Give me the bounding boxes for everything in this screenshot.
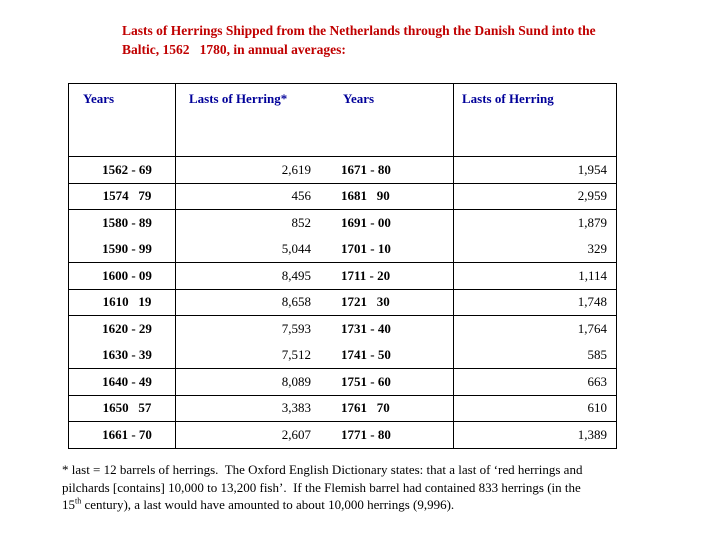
table-body: 1562 - 69 2,619 1671 - 80 1,954 1574 79 456 16…: [69, 156, 616, 448]
cell-years-left: 1562 - 69: [69, 157, 176, 183]
herring-table: Years Lasts of Herring* Years Lasts of H…: [68, 83, 617, 449]
title-line-2: Baltic, 1562 1780, in annual averages:: [122, 41, 346, 57]
footnote-line-3-rest: century), a last would have amounted to …: [81, 497, 455, 512]
table-row: 1574 79 456 1681 90 2,959: [69, 182, 616, 209]
cell-lasts-right: 1,114: [578, 267, 607, 283]
cell-years-right: 1681 90: [323, 183, 454, 209]
table-row: 1580 - 89 852 1691 - 00 1,879: [69, 209, 616, 236]
cell-lasts-right: 585: [587, 346, 608, 362]
table-row: 1600 - 09 8,495 1711 - 20 1,114: [69, 262, 616, 289]
cell-years-right: 1731 - 40: [323, 316, 454, 342]
cell-years-left: 1600 - 09: [69, 263, 176, 289]
cell-lasts-left: 7,512: [281, 346, 311, 362]
cell-years-right: 1721 30: [323, 289, 454, 315]
table-row: 1630 - 39 7,512 1741 - 50 585: [69, 341, 616, 368]
cell-lasts-right: 610: [587, 400, 608, 416]
cell-years-right: 1701 - 10: [323, 235, 454, 262]
table-row: 1650 57 3,383 1761 70 610: [69, 394, 616, 421]
table-header-row: Years Lasts of Herring* Years Lasts of H…: [69, 84, 616, 156]
cell-years-right: 1761 70: [323, 395, 454, 421]
footnote-line-3-prefix: 15: [62, 497, 75, 512]
cell-lasts-right: 1,879: [577, 214, 607, 230]
cell-lasts-left: 5,044: [281, 240, 311, 256]
cell-lasts-right: 2,959: [577, 188, 607, 204]
page-title: Lasts of Herrings Shipped from the Nethe…: [122, 22, 642, 59]
cell-years-right: 1711 - 20: [323, 263, 454, 289]
cell-years-right: 1691 - 00: [323, 210, 454, 236]
header-lasts-of-herring-right: Lasts of Herring: [462, 91, 554, 106]
footnote-line-1: * last = 12 barrels of herrings. The Oxf…: [62, 462, 583, 477]
cell-lasts-left: 8,658: [281, 294, 311, 310]
cell-lasts-left: 456: [291, 188, 312, 204]
table-row: 1610 19 8,658 1721 30 1,748: [69, 288, 616, 315]
header-years-right: Years: [323, 84, 454, 156]
cell-years-left: 1580 - 89: [69, 210, 176, 236]
cell-lasts-left: 8,089: [281, 373, 311, 389]
cell-years-left: 1650 57: [69, 395, 176, 421]
cell-years-left: 1610 19: [69, 289, 176, 315]
cell-years-right: 1751 - 60: [323, 369, 454, 395]
cell-years-left: 1661 - 70: [69, 422, 176, 448]
footnote: * last = 12 barrels of herrings. The Oxf…: [62, 461, 642, 514]
cell-years-left: 1590 - 99: [69, 235, 176, 262]
cell-years-left: 1574 79: [69, 183, 176, 209]
cell-years-right: 1741 - 50: [323, 341, 454, 368]
table-row: 1562 - 69 2,619 1671 - 80 1,954: [69, 156, 616, 183]
table-row: 1640 - 49 8,089 1751 - 60 663: [69, 368, 616, 395]
cell-lasts-right: 1,748: [577, 294, 607, 310]
header-lasts-of-herring-left: Lasts of Herring*: [189, 91, 288, 106]
cell-years-right: 1671 - 80: [323, 157, 454, 183]
table-row: 1590 - 99 5,044 1701 - 10 329: [69, 235, 616, 262]
header-years-left: Years: [69, 84, 176, 156]
footnote-ordinal-superscript: th: [75, 496, 82, 506]
cell-years-left: 1620 - 29: [69, 316, 176, 342]
cell-lasts-left: 3,383: [281, 400, 311, 416]
cell-lasts-right: 329: [587, 240, 608, 256]
cell-lasts-right: 663: [587, 373, 608, 389]
cell-years-right: 1771 - 80: [323, 422, 454, 448]
cell-years-left: 1640 - 49: [69, 369, 176, 395]
cell-lasts-right: 1,764: [577, 320, 607, 336]
cell-lasts-left: 852: [291, 214, 312, 230]
cell-lasts-right: 1,954: [577, 161, 607, 177]
cell-years-left: 1630 - 39: [69, 341, 176, 368]
cell-lasts-right: 1,389: [577, 426, 607, 442]
footnote-line-3: 15th century), a last would have amounte…: [62, 496, 642, 514]
cell-lasts-left: 2,607: [281, 426, 311, 442]
table-row: 1661 - 70 2,607 1771 - 80 1,389: [69, 421, 616, 448]
title-line-1: Lasts of Herrings Shipped from the Nethe…: [122, 23, 596, 38]
table-row: 1620 - 29 7,593 1731 - 40 1,764: [69, 315, 616, 342]
cell-lasts-left: 8,495: [281, 267, 311, 283]
footnote-line-2: pilchards [contains] 10,000 to 13,200 fi…: [62, 479, 581, 495]
cell-lasts-left: 2,619: [281, 161, 311, 177]
cell-lasts-left: 7,593: [281, 320, 311, 336]
